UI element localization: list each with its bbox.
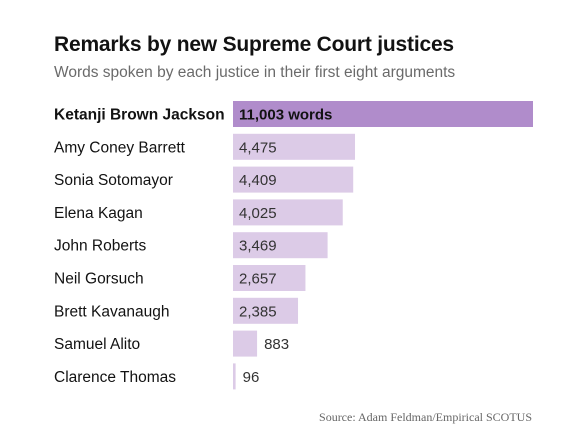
- value-label-clarence-thomas: 96: [243, 369, 260, 386]
- value-label-amy-coney-barrett: 4,475: [239, 139, 277, 156]
- bar-brett-kavanaugh: [233, 297, 299, 324]
- category-label-elena-kagan: Elena Kagan: [54, 205, 143, 222]
- category-label-neil-gorsuch: Neil Gorsuch: [54, 271, 144, 288]
- category-label-john-roberts: John Roberts: [54, 238, 146, 255]
- bar-john-roberts: [233, 232, 328, 259]
- bar-neil-gorsuch: [233, 265, 306, 291]
- bar-amy-coney-barrett: [233, 133, 356, 160]
- value-label-ketanji-brown-jackson: 11,003 words: [239, 107, 332, 124]
- bar-ketanji-brown-jackson: [233, 101, 533, 127]
- value-label-samuel-alito: 883: [264, 336, 289, 353]
- value-label-neil-gorsuch: 2,657: [239, 271, 277, 288]
- category-label-amy-coney-barrett: Amy Coney Barrett: [54, 139, 186, 156]
- bars-group: Ketanji Brown Jackson 11,003 words Amy Con…: [54, 101, 533, 390]
- category-label-samuel-alito: Samuel Alito: [54, 336, 140, 353]
- chart-title: Remarks by new Supreme Court justices: [54, 33, 454, 56]
- chart-subtitle: Words spoken by each justice in their fi…: [54, 64, 456, 81]
- bar-sonia-sotomayor: [233, 166, 354, 193]
- bar-clarence-thomas: [233, 363, 236, 390]
- value-label-elena-kagan: 4,025: [239, 205, 277, 222]
- value-label-sonia-sotomayor: 4,409: [239, 172, 277, 189]
- value-label-john-roberts: 3,469: [239, 238, 277, 255]
- category-label-ketanji-brown-jackson: Ketanji Brown Jackson: [54, 107, 225, 124]
- source-note: Source: Adam Feldman/Empirical SCOTUS: [319, 410, 532, 424]
- category-label-sonia-sotomayor: Sonia Sotomayor: [54, 172, 173, 189]
- category-label-clarence-thomas: Clarence Thomas: [54, 369, 176, 386]
- bar-samuel-alito: [233, 330, 258, 357]
- bar-elena-kagan: [233, 199, 343, 226]
- value-label-brett-kavanaugh: 2,385: [239, 303, 277, 320]
- category-label-brett-kavanaugh: Brett Kavanaugh: [54, 303, 169, 320]
